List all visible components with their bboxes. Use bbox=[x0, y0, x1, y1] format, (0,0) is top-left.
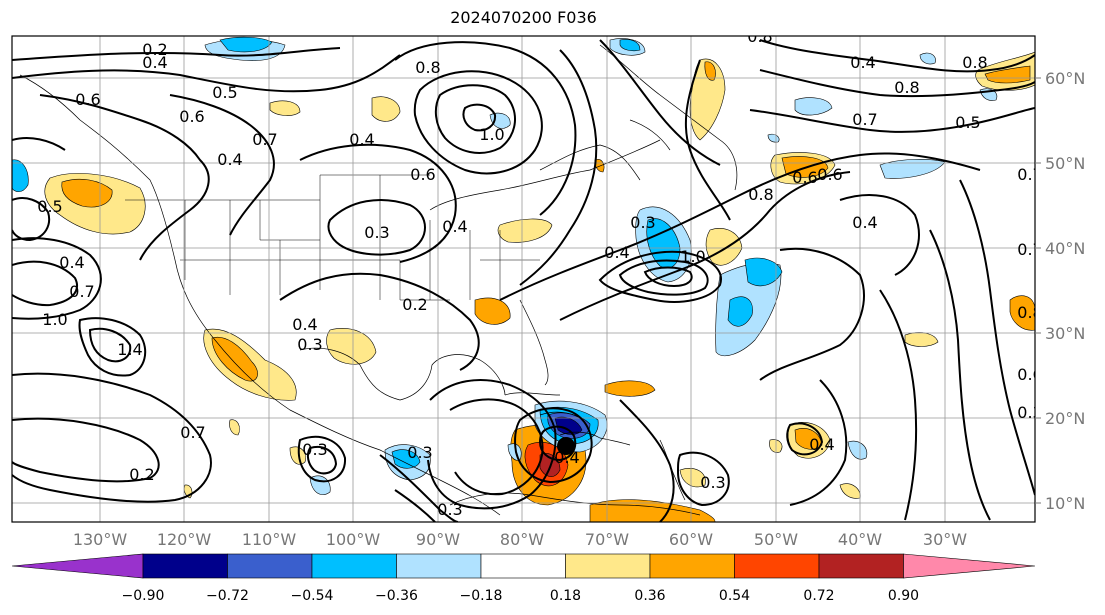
colorbar: −0.90 −0.72 −0.54 −0.36 −0.18 0.18 0.36 … bbox=[11, 553, 1036, 604]
lon-label: 60°W bbox=[669, 530, 713, 549]
contour-label: 0.8 bbox=[894, 78, 919, 97]
lon-label: 90°W bbox=[416, 530, 460, 549]
lat-label: 50°N bbox=[1045, 154, 1085, 173]
colorbar-segment bbox=[480, 553, 566, 579]
colorbar-extend-high bbox=[903, 553, 1036, 579]
contour-label: 0.5 bbox=[955, 113, 980, 132]
contour-label: 0.8 bbox=[415, 58, 440, 77]
contour-label: 0.6 bbox=[1017, 365, 1042, 384]
colorbar-segment bbox=[396, 553, 482, 579]
colorbar-tick-label: −0.90 bbox=[122, 588, 165, 604]
colorbar-segment bbox=[565, 553, 651, 579]
contour-label: 0.5 bbox=[212, 83, 237, 102]
colorbar-segment bbox=[142, 553, 228, 579]
longitude-axis: 130°W 120°W 110°W 100°W 90°W 80°W 70°W 6… bbox=[73, 530, 967, 549]
contour-label: 0.6 bbox=[792, 168, 817, 187]
contour-label: 0.4 bbox=[59, 253, 84, 272]
contour-label: 0.7 bbox=[69, 282, 94, 301]
contour-label: 0.7 bbox=[180, 423, 205, 442]
lon-label: 30°W bbox=[923, 530, 967, 549]
colorbar-tick-label: −0.36 bbox=[375, 588, 418, 604]
contour-label: 0.7 bbox=[1017, 240, 1042, 259]
contour-label: 0.3 bbox=[700, 473, 725, 492]
lon-label: 40°W bbox=[838, 530, 882, 549]
colorbar-tick-label: 0.36 bbox=[634, 588, 665, 604]
contour-label: 0.2 bbox=[142, 40, 167, 59]
contour-label: 0.3 bbox=[407, 443, 432, 462]
state-borders bbox=[125, 174, 540, 301]
contour-label: 0.4 bbox=[442, 217, 467, 236]
contour-lines bbox=[12, 39, 1035, 522]
storm-center-marker bbox=[557, 437, 575, 455]
contour-label: 0.7 bbox=[252, 130, 277, 149]
colorbar-tick-label: 0.18 bbox=[550, 588, 581, 604]
lon-label: 100°W bbox=[326, 530, 381, 549]
colorbar-segment bbox=[311, 553, 397, 579]
lat-label: 40°N bbox=[1045, 239, 1085, 258]
colorbar-tick-label: −0.72 bbox=[206, 588, 249, 604]
contour-label: 0.8 bbox=[962, 53, 987, 72]
lon-label: 120°W bbox=[157, 530, 212, 549]
lat-label: 60°N bbox=[1045, 69, 1085, 88]
contour-label: 0.3 bbox=[302, 440, 327, 459]
contour-label: 0.8 bbox=[1017, 303, 1042, 322]
colorbar-tick-label: −0.54 bbox=[291, 588, 334, 604]
shading-positive bbox=[44, 51, 1035, 522]
contour-label: 0.3 bbox=[1017, 403, 1042, 422]
map-frame bbox=[11, 35, 1036, 523]
contour-label: 0.3 bbox=[437, 500, 462, 519]
contour-label: 0.4 bbox=[292, 315, 317, 334]
graticule bbox=[12, 36, 1035, 522]
contour-label: 0.4 bbox=[604, 243, 629, 262]
contour-label: 0.4 bbox=[217, 150, 242, 169]
contour-label: 1.0 bbox=[42, 310, 67, 329]
contour-label: 0.4 bbox=[852, 213, 877, 232]
map-title: 2024070200 F036 bbox=[450, 8, 597, 27]
colorbar-segment bbox=[227, 553, 313, 579]
lon-label: 80°W bbox=[500, 530, 544, 549]
colorbar-tick-label: 0.72 bbox=[803, 588, 834, 604]
contour-label: 0.2 bbox=[129, 465, 154, 484]
contour-label: 0.4 bbox=[142, 53, 167, 72]
contour-label: 0.7 bbox=[852, 110, 877, 129]
contour-label: 0.6 bbox=[75, 90, 100, 109]
contour-label: 0.8 bbox=[747, 27, 772, 46]
colorbar-tick-label: 0.54 bbox=[719, 588, 750, 604]
colorbar-extend-low bbox=[11, 553, 144, 579]
contour-label: 0.4 bbox=[809, 435, 834, 454]
contour-label: 0.6 bbox=[817, 165, 842, 184]
lon-label: 70°W bbox=[585, 530, 629, 549]
colorbar-tick-label: −0.18 bbox=[460, 588, 503, 604]
contour-label: 0.6 bbox=[179, 107, 204, 126]
lat-label: 20°N bbox=[1045, 409, 1085, 428]
contour-label: 0.3 bbox=[630, 213, 655, 232]
contour-label: 0.2 bbox=[402, 295, 427, 314]
contour-label: 0.8 bbox=[748, 185, 773, 204]
lat-label: 10°N bbox=[1045, 494, 1085, 513]
contour-label: 1.0 bbox=[680, 247, 705, 266]
contour-label: 0.5 bbox=[37, 197, 62, 216]
colorbar-segment bbox=[818, 553, 904, 579]
contour-label: 1.4 bbox=[117, 340, 142, 359]
contour-label: 0.3 bbox=[364, 223, 389, 242]
lat-label: 30°N bbox=[1045, 324, 1085, 343]
latitude-axis: 60°N 50°N 40°N 30°N 20°N 10°N bbox=[1035, 69, 1085, 513]
contour-label: 0.7 bbox=[1017, 165, 1042, 184]
colorbar-tick-label: 0.90 bbox=[888, 588, 919, 604]
contour-label: 0.3 bbox=[297, 335, 322, 354]
contour-label: 0.6 bbox=[410, 165, 435, 184]
contour-label: 0.4 bbox=[349, 130, 374, 149]
contour-label: 0.4 bbox=[554, 448, 579, 467]
contour-labels: 0.20.40.6 0.50.60.70.50.40.40.71.01.40.70… bbox=[37, 27, 1042, 519]
lon-label: 130°W bbox=[73, 530, 128, 549]
colorbar-segment bbox=[734, 553, 820, 579]
colorbar-segment bbox=[649, 553, 735, 579]
lon-label: 50°W bbox=[754, 530, 798, 549]
contour-label: 0.4 bbox=[850, 53, 875, 72]
lon-label: 110°W bbox=[242, 530, 297, 549]
contour-label: 1.0 bbox=[479, 125, 504, 144]
